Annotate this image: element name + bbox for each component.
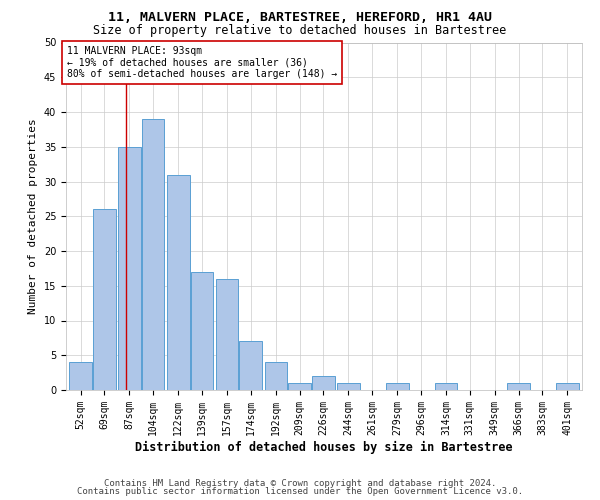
Bar (216, 279, 238, 390)
Bar (265, 362, 287, 390)
Bar (556, 383, 578, 390)
Bar (70, 362, 92, 390)
Bar (191, 272, 213, 390)
Text: 11, MALVERN PLACE, BARTESTREE, HEREFORD, HR1 4AU: 11, MALVERN PLACE, BARTESTREE, HEREFORD,… (108, 11, 492, 24)
Bar (93, 210, 116, 390)
X-axis label: Distribution of detached houses by size in Bartestree: Distribution of detached houses by size … (135, 440, 513, 454)
Bar (239, 342, 262, 390)
Bar (142, 119, 164, 390)
Bar (386, 383, 409, 390)
Text: Contains HM Land Registry data © Crown copyright and database right 2024.: Contains HM Land Registry data © Crown c… (104, 478, 496, 488)
Bar (288, 383, 311, 390)
Bar (167, 174, 190, 390)
Bar (118, 147, 141, 390)
Text: Size of property relative to detached houses in Bartestree: Size of property relative to detached ho… (94, 24, 506, 37)
Bar (507, 383, 530, 390)
Text: 11 MALVERN PLACE: 93sqm
← 19% of detached houses are smaller (36)
80% of semi-de: 11 MALVERN PLACE: 93sqm ← 19% of detache… (67, 46, 337, 79)
Bar (337, 383, 360, 390)
Bar (312, 376, 335, 390)
Text: Contains public sector information licensed under the Open Government Licence v3: Contains public sector information licen… (77, 487, 523, 496)
Y-axis label: Number of detached properties: Number of detached properties (28, 118, 38, 314)
Bar (435, 383, 457, 390)
